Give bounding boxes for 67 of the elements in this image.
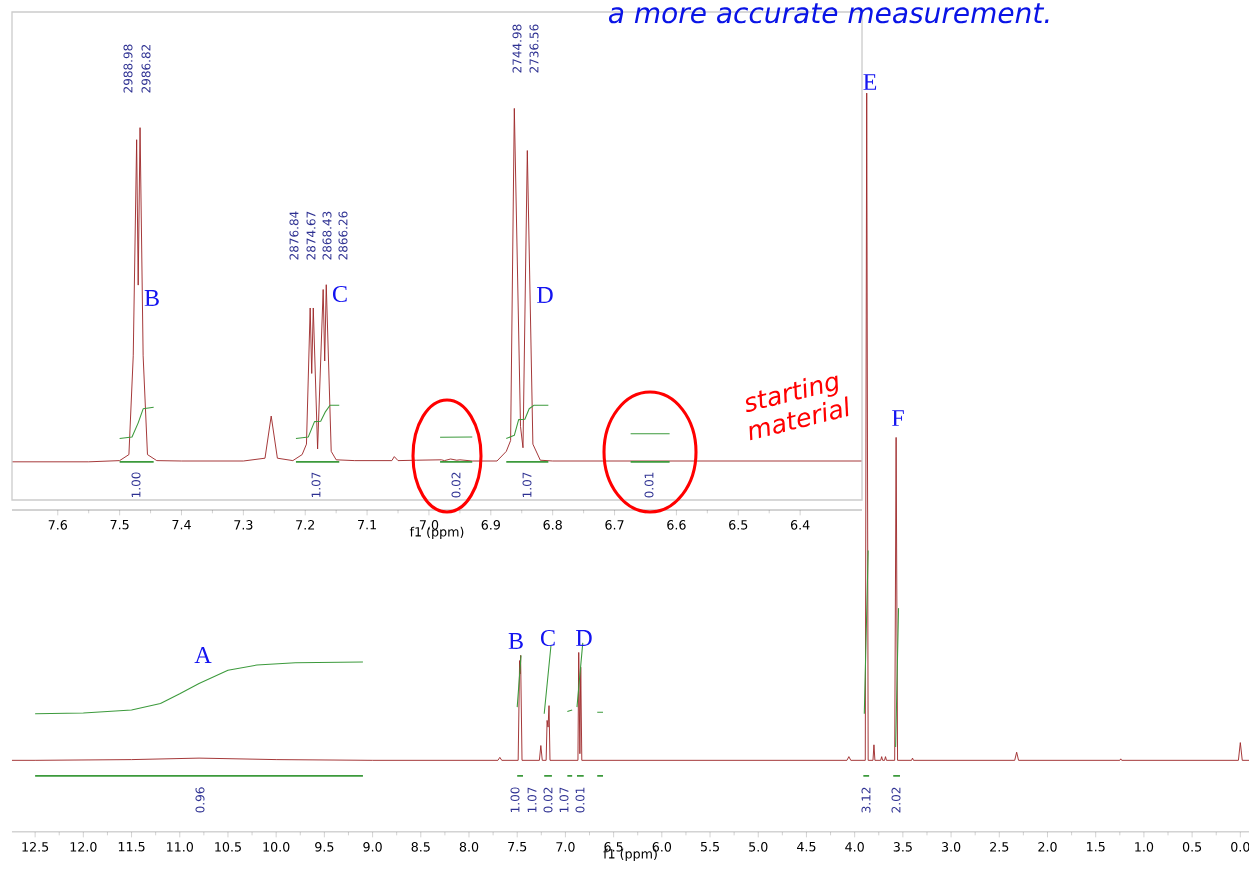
text: 2736.56 (529, 24, 539, 73)
annotation: 2866.26 (338, 211, 348, 260)
text: a more accurate measurement. (608, 3, 1049, 24)
x-tick-label: 8.0 (459, 842, 479, 852)
x-tick-label: 10.5 (215, 842, 241, 852)
x-tick-label: 7.0 (556, 842, 575, 852)
annotation: 1.07 (527, 787, 537, 813)
x-tick-label: 0.0 (1231, 842, 1249, 852)
annotation: C (540, 629, 555, 647)
annotation: 0.02 (543, 787, 553, 813)
x-tick-label: 6.9 (481, 520, 500, 530)
annotation: 2874.67 (306, 211, 316, 260)
text: 2744.98 (512, 24, 522, 73)
annotation: 1.07 (311, 472, 321, 498)
x-tick-label: 5.0 (749, 842, 768, 852)
x-tick-label: 2.0 (1038, 842, 1057, 852)
annotation: 0.01 (575, 787, 585, 813)
x-tick-label: 2.5 (990, 842, 1009, 852)
annotation: B (144, 290, 159, 306)
x-tick-label: 12.5 (22, 842, 49, 852)
x-tick-label: 4.5 (797, 842, 816, 852)
x-tick-label: 12.0 (70, 842, 97, 852)
x-tick-label: 9.0 (363, 842, 382, 852)
x-tick-label: 11.5 (118, 842, 145, 852)
x-tick-label: 4.0 (845, 842, 864, 852)
annotation: 3.12 (861, 787, 871, 813)
x-tick-label: 11.0 (167, 842, 193, 852)
annotation: B (508, 633, 523, 649)
annotation: 0.96 (195, 787, 205, 813)
annotation: 1.07 (559, 787, 569, 813)
annotation: 2868.43 (322, 211, 332, 260)
x-tick-label: 1.5 (1087, 842, 1105, 852)
annotation: 0.02 (451, 472, 461, 498)
x-tick-label: 0.5 (1182, 842, 1202, 852)
annotation: 0.01 (644, 472, 654, 498)
x-tick-label: 1.0 (1135, 842, 1154, 852)
annotation: D (537, 287, 553, 303)
x-tick-label: 7.1 (358, 520, 376, 530)
text: 2988.98 (123, 44, 133, 93)
text: 2986.82 (141, 44, 151, 93)
x-tick-label: 6.4 (790, 520, 810, 530)
annotation: 2.02 (891, 787, 901, 813)
x-tick-label: 6.5 (729, 520, 748, 530)
x-tick-label: 6.8 (543, 520, 562, 530)
annotation: 1.07 (522, 472, 532, 498)
x-tick-label: 5.5 (700, 842, 720, 852)
x-tick-label: 7.4 (172, 520, 191, 530)
x-tick-label: 6.6 (667, 520, 686, 530)
x-tick-label: 7.3 (234, 520, 253, 530)
x-tick-label: 8.5 (411, 842, 430, 852)
annotation: 1.00 (131, 472, 141, 498)
x-tick-label: 3.0 (941, 842, 961, 852)
x-tick-label: 7.5 (508, 842, 527, 852)
annotation: C (332, 285, 347, 303)
x-tick-label: 9.5 (315, 842, 334, 852)
annotation: 1.00 (510, 787, 520, 813)
x-tick-label: 7.2 (296, 520, 315, 530)
annotation: D (576, 630, 592, 646)
x-tick-label: 7.6 (48, 520, 68, 530)
annotation: 2876.84 (289, 211, 299, 260)
x-tick-label: 6.7 (605, 520, 624, 530)
x-tick-label: 7.5 (110, 520, 129, 530)
annotation: F (892, 410, 904, 426)
annotation: A (194, 647, 212, 663)
x-tick-label: 3.5 (893, 842, 912, 852)
text: E (863, 74, 877, 90)
x-tick-label: 10.0 (263, 842, 290, 852)
